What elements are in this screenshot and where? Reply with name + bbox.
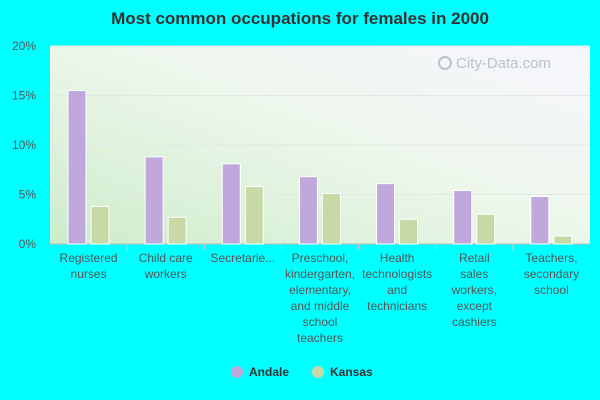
x-tick-label-line: Retail	[459, 251, 490, 265]
legend: Andale Kansas	[231, 365, 373, 379]
x-tick-label-line: Teachers,	[525, 251, 577, 265]
x-tick-label-line: except	[457, 299, 493, 313]
bar-andale	[145, 157, 163, 244]
legend-marker-kansas[interactable]	[312, 366, 324, 378]
x-tick-label-line: school	[303, 315, 338, 329]
y-axis: 0% 5% 10% 15% 20%	[12, 39, 36, 251]
x-tick-label-line: Child care	[139, 251, 193, 265]
bar-kansas	[322, 194, 340, 244]
x-tick-label-line: technologists	[362, 267, 432, 281]
bar-kansas	[400, 219, 418, 244]
x-tick-label-line: workers,	[451, 283, 497, 297]
legend-label-andale[interactable]: Andale	[249, 365, 289, 379]
x-tick-label-line: school	[534, 283, 569, 297]
x-tick-label-line: Registered	[60, 251, 118, 265]
x-tick-label: Retail sales workers, except cashiers	[451, 251, 497, 329]
x-tick-label-line: teachers	[297, 331, 343, 345]
x-tick-label-line: elementary,	[289, 283, 351, 297]
bar-kansas	[554, 236, 572, 244]
x-tick-label: Secretarie...	[211, 251, 276, 265]
x-tick-label: Registered nurses	[60, 251, 118, 281]
bar-andale	[454, 191, 472, 244]
y-tick-label: 20%	[12, 39, 36, 53]
watermark: City-Data.com	[439, 55, 551, 72]
chart-title: Most common occupations for females in 2…	[111, 9, 489, 28]
legend-label-kansas[interactable]: Kansas	[330, 365, 373, 379]
x-tick-label-line: sales	[460, 267, 488, 281]
y-tick-label: 15%	[12, 89, 36, 103]
bar-andale	[222, 164, 240, 244]
x-tick-label-line: cashiers	[452, 315, 497, 329]
bar-andale	[377, 184, 395, 244]
bar-kansas	[91, 206, 109, 244]
x-tick-label: Preschool, kindergarten, elementary, and mi…	[285, 251, 355, 345]
bar-andale	[68, 91, 86, 244]
x-tick-label-line: workers	[144, 267, 187, 281]
bar-andale	[531, 196, 549, 244]
x-axis: Registered nurses Child care workers Secreta…	[60, 244, 580, 345]
x-tick-label-line: Secretarie...	[211, 251, 276, 265]
x-tick-label-line: technicians	[367, 299, 427, 313]
watermark-text: City-Data.com	[456, 55, 551, 72]
y-tick-label: 5%	[19, 188, 37, 202]
x-tick-label: Child care workers	[139, 251, 193, 281]
bar-kansas	[477, 214, 495, 244]
bar-kansas	[168, 217, 186, 244]
x-tick-label-line: secondary	[524, 267, 579, 281]
y-tick-label: 0%	[19, 237, 37, 251]
bar-kansas	[245, 187, 263, 244]
x-tick-label-line: nurses	[71, 267, 107, 281]
legend-marker-andale[interactable]	[231, 366, 243, 378]
bar-andale	[299, 177, 317, 244]
x-tick-label-line: and middle	[291, 299, 350, 313]
x-tick-label-line: kindergarten,	[285, 267, 355, 281]
x-tick-label-line: Preschool,	[292, 251, 349, 265]
y-tick-label: 10%	[12, 138, 36, 152]
x-tick-label-line: and	[387, 283, 407, 297]
x-tick-label: Teachers, secondary school	[524, 251, 579, 297]
x-tick-label-line: Health	[380, 251, 415, 265]
x-tick-label: Health technologists and technicians	[362, 251, 432, 313]
